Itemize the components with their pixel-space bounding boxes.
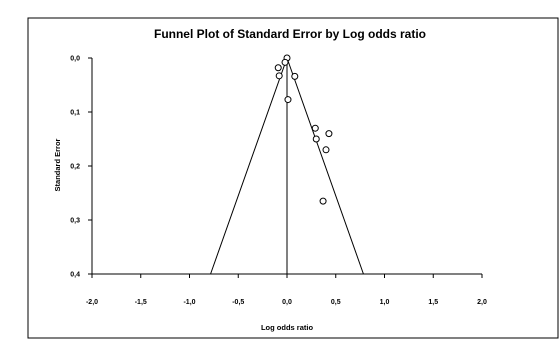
x-tick-label: 0,5 [331,299,341,306]
study-point [274,64,282,72]
x-tick-label: -1,5 [135,299,147,306]
study-point [281,58,289,66]
study-point [291,72,299,80]
x-tick-label: -1,0 [183,299,195,306]
x-tick-label: 1,0 [380,299,390,306]
x-tick-label: -0,5 [232,299,244,306]
funnel-left-line [210,57,288,275]
funnel-right-line [286,57,364,275]
x-tick-label: 0,0 [282,299,292,306]
study-point [275,72,283,80]
chart-title: Funnel Plot of Standard Error by Log odd… [154,27,426,41]
study-point [311,124,319,132]
study-point [322,146,330,154]
y-tick-label: 0,3 [70,218,80,225]
study-point [312,135,320,143]
y-tick-label: 0,0 [70,56,80,63]
study-point [325,130,333,138]
y-tick-label: 0,4 [70,272,80,279]
x-tick-label: 2,0 [477,299,487,306]
plot-area: -2,0 -1,5 -1,0 -0,5 0,0 0,5 1,0 1,5 2,0 0,0 0,1 0,2… [70,54,487,306]
x-tick-label: -2,0 [86,299,98,306]
y-axis-title: Standard Error [53,138,62,191]
study-point [284,96,292,104]
y-tick-label: 0,2 [70,164,80,171]
x-tick-label: 1,5 [428,299,438,306]
y-tick-label: 0,1 [70,110,80,117]
study-point [319,197,327,205]
x-axis-title: Log odds ratio [261,323,313,332]
chart-frame [27,17,559,339]
